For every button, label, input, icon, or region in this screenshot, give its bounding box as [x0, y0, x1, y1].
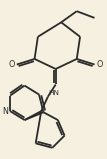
Text: O: O [8, 60, 15, 69]
Text: N: N [3, 107, 8, 116]
Text: HN: HN [48, 90, 59, 96]
Text: O: O [97, 60, 103, 69]
